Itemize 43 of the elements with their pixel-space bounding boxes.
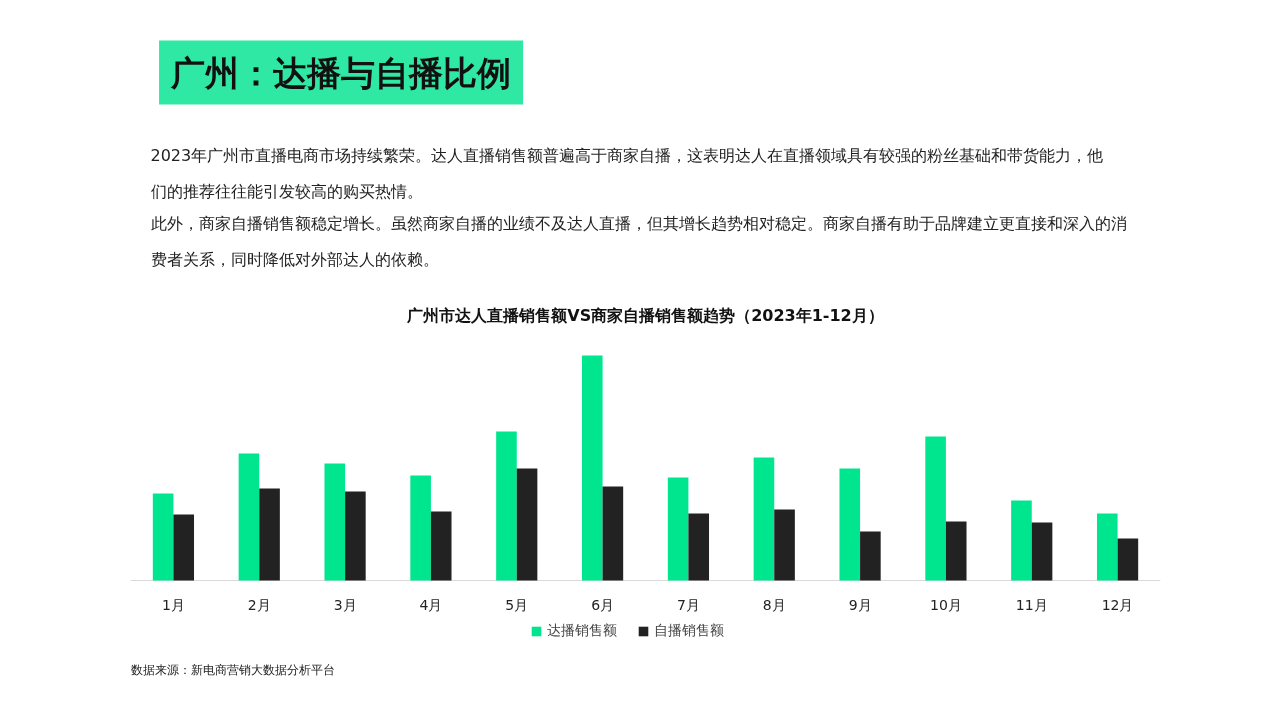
text: 此外，商家自播销售额稳定增长。虽然商家自播的业绩不及达人直播，但其增长趋势相对稳定。商家自播有助于品牌建立更直接和深入的消费者关系，同时降低对外部达人的依赖。 bbox=[150, 213, 1127, 269]
x-tick-label: 6月 bbox=[591, 596, 615, 613]
x-tick-label: 2月 bbox=[247, 596, 271, 613]
bar bbox=[1117, 538, 1139, 581]
bar bbox=[1031, 522, 1053, 581]
x-tick-label: 1月 bbox=[161, 596, 185, 613]
bar bbox=[516, 468, 538, 581]
bar bbox=[602, 486, 624, 581]
bar bbox=[581, 355, 603, 581]
bar bbox=[860, 531, 881, 581]
bar bbox=[345, 491, 366, 581]
x-tick-label: 8月 bbox=[762, 596, 786, 613]
legend-label: 达播销售额 bbox=[547, 622, 617, 640]
bar bbox=[1011, 500, 1032, 581]
bar bbox=[1096, 513, 1118, 581]
source-note: 数据来源：新电商营销大数据分析平台 bbox=[130, 662, 335, 677]
x-tick-label: 11月 bbox=[1015, 596, 1048, 613]
bar bbox=[688, 513, 710, 581]
bar bbox=[774, 509, 795, 581]
bar bbox=[259, 488, 280, 581]
bar bbox=[496, 431, 517, 581]
bar bbox=[667, 477, 689, 581]
bar bbox=[238, 453, 260, 581]
bar bbox=[945, 521, 967, 581]
x-tick-label: 4月 bbox=[419, 596, 443, 613]
legend-label: 自播销售额 bbox=[654, 622, 724, 640]
bar bbox=[173, 514, 195, 581]
bar bbox=[839, 468, 861, 581]
bar bbox=[753, 457, 775, 581]
x-tick-label: 3月 bbox=[333, 596, 357, 613]
x-tick-label: 9月 bbox=[848, 596, 872, 613]
bar bbox=[152, 493, 174, 581]
chart-subtitle: 广州市达人直播销售额VS商家自播销售额趋势（2023年1-12月） bbox=[406, 305, 884, 325]
x-tick-label: 7月 bbox=[676, 596, 700, 613]
x-tick-label: 10月 bbox=[930, 596, 962, 613]
x-tick-label: 5月 bbox=[505, 596, 529, 613]
bar bbox=[324, 463, 346, 581]
bar bbox=[925, 436, 946, 581]
bar bbox=[410, 475, 431, 581]
chart-title: 广州：达播与自播比例 bbox=[170, 52, 512, 93]
x-tick-label: 12月 bbox=[1101, 596, 1134, 613]
text: 2023年广州市直播电商市场持续繁荣。达人直播销售额普遍高于商家自播，这表明达人在直播领域具有较强的粉丝基础和带货能力，他们的推荐往往能引发较高的购买热情。 bbox=[150, 145, 1104, 201]
bar bbox=[430, 511, 452, 581]
